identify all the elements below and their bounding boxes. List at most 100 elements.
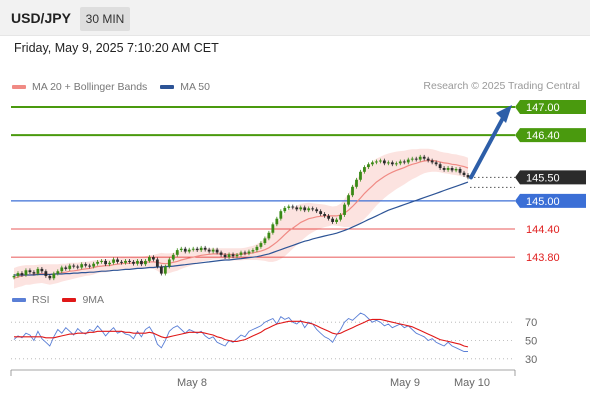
candle-body (450, 168, 454, 171)
legend-9ma: 9MA (62, 294, 104, 306)
candle-body (52, 273, 56, 279)
candle-body (187, 249, 191, 252)
candle-body (382, 160, 386, 164)
legend-rsi: RSI (12, 294, 50, 306)
candle-body (327, 215, 331, 219)
candle-body (223, 254, 227, 258)
legend-ma20: MA 20 + Bollinger Bands (12, 81, 147, 93)
projection-arrow-head (496, 105, 512, 124)
candle-body (251, 250, 255, 252)
candle-body (84, 264, 88, 266)
candle-body (434, 162, 438, 165)
candle-body (211, 249, 215, 252)
rsi-tick-label: 30 (525, 354, 537, 366)
candle-body (148, 257, 151, 261)
price-tag-box (515, 193, 586, 208)
candle-body (108, 262, 111, 265)
time-axis-label: May 8 (177, 377, 207, 389)
rsi-legend: RSI 9MA (12, 293, 114, 306)
timeframe-selector[interactable]: 30 MIN (80, 7, 130, 31)
candle-body (398, 161, 402, 164)
candle-body (40, 268, 44, 272)
candle-body (355, 179, 358, 187)
candle-body (462, 172, 466, 176)
candle-body (239, 252, 243, 255)
candle-body (422, 156, 426, 159)
ma50-swatch (160, 85, 175, 89)
price-tag-resistance: 147.00 (515, 100, 586, 115)
bollinger-band (14, 148, 468, 289)
9ma-swatch (62, 298, 77, 302)
candle-body (343, 204, 346, 215)
candle-body (159, 266, 163, 274)
price-tags-layer: 147.00 146.40 145.50 145.00 144.40 143.80 (515, 100, 586, 264)
candle-body (68, 265, 72, 269)
candle-body (64, 267, 68, 269)
candle-body (195, 248, 199, 251)
legend-ma50: MA 50 (160, 81, 210, 93)
candle-body (243, 252, 247, 254)
legend-9ma-label: 9MA (82, 294, 105, 306)
ma20-swatch (12, 85, 26, 89)
candle-body (430, 160, 434, 163)
candle-body (112, 259, 115, 263)
candle-body (442, 168, 446, 170)
candle-body (199, 247, 203, 251)
candle-body (259, 243, 263, 247)
candle-body (287, 206, 291, 208)
candle-body (438, 164, 442, 169)
price-tag-label: 146.40 (526, 130, 560, 142)
candle-body (315, 209, 319, 212)
rsi-tick-label: 70 (525, 317, 537, 329)
candle-body (80, 264, 84, 268)
ma50-line (14, 181, 469, 276)
candle-body (36, 268, 40, 274)
candle-body (116, 259, 119, 262)
rsi-tick-label: 50 (525, 336, 537, 348)
candle-body (163, 266, 167, 274)
candle-body (132, 261, 135, 264)
candle-body (44, 271, 48, 276)
timestamp: Friday, May 9, 2025 7:10:20 AM CET (14, 41, 219, 55)
candle-body (140, 260, 143, 265)
candle-body (283, 207, 287, 212)
bollinger-band-layer (14, 148, 468, 289)
time-axis-label: May 10 (454, 377, 490, 389)
candle-body (12, 275, 16, 278)
candle-body (402, 161, 406, 163)
candle-body (367, 164, 370, 168)
candle-body (128, 260, 131, 262)
candle-body (28, 270, 32, 273)
price-tag-label: 147.00 (526, 102, 560, 114)
candle-body (335, 219, 338, 222)
price-tag-box (515, 170, 586, 185)
candle-body (291, 206, 295, 208)
candle-body (339, 214, 342, 220)
candle-body (203, 247, 207, 250)
9ma-line (14, 318, 469, 348)
legend-rsi-label: RSI (32, 294, 50, 306)
candle-body (363, 167, 366, 172)
candle-body (247, 251, 251, 254)
candles-layer (12, 154, 470, 281)
price-tag-label: 145.50 (526, 172, 560, 184)
candle-body (418, 156, 422, 160)
candle-body (88, 265, 92, 267)
candle-body (96, 261, 100, 264)
candle-body (454, 168, 458, 171)
candle-body (307, 208, 311, 211)
candle-body (406, 159, 410, 163)
candle-body (235, 254, 239, 257)
candle-body (56, 271, 60, 274)
candle-body (347, 195, 350, 205)
candle-body (371, 162, 374, 165)
candle-body (275, 218, 279, 225)
candle-body (16, 273, 20, 276)
candle-body (136, 260, 139, 264)
candle-body (263, 238, 267, 244)
candle-body (359, 171, 362, 180)
candle-body (167, 259, 171, 267)
candle-body (255, 246, 259, 251)
candle-body (60, 267, 64, 272)
